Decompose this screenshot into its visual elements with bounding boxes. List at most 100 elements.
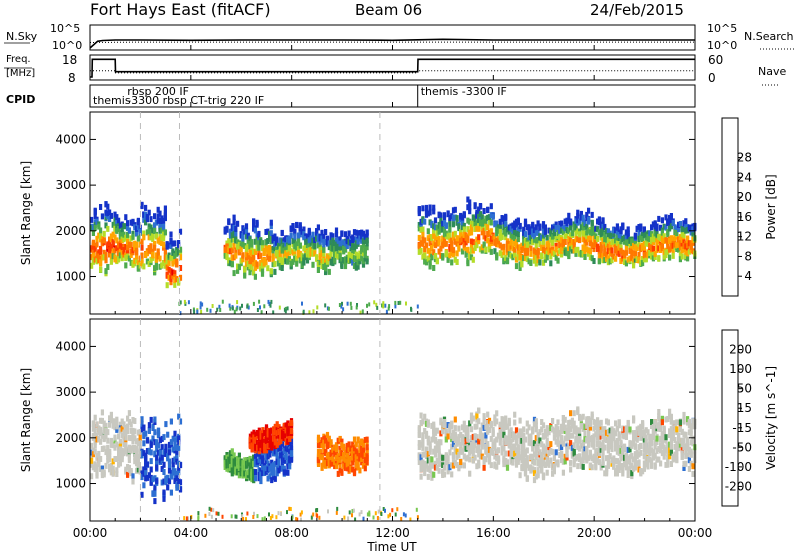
near-range-echo (278, 305, 281, 310)
scatter-cell (540, 234, 544, 241)
scatter-cell (637, 224, 641, 230)
scatter-cell (171, 248, 175, 255)
scatter-cell (111, 470, 115, 477)
scatter-cell (349, 465, 353, 472)
scatter-cell (655, 447, 659, 454)
scatter-cell (227, 257, 231, 264)
scatter-cell (361, 234, 366, 241)
scatter-cell (691, 226, 695, 233)
scatter-cell (484, 246, 488, 253)
scatter-cell (507, 417, 511, 424)
scatter-cell (255, 261, 259, 268)
scatter-cell (417, 426, 421, 433)
scatter-cell (266, 434, 270, 441)
scatter-cell (437, 211, 441, 218)
scatter-cell (576, 463, 580, 470)
scatter-cell (162, 495, 166, 502)
scatter-cell (279, 442, 283, 449)
scatter-cell (131, 445, 135, 451)
scatter-cell (551, 239, 555, 246)
scatter-cell (160, 466, 164, 472)
scatter-cell (435, 427, 439, 434)
scatter-cell (266, 247, 270, 254)
scatter-cell (578, 218, 582, 225)
scatter-cell (572, 420, 576, 427)
scatter-cell (313, 237, 317, 244)
scatter-cell (480, 433, 484, 440)
scatter-cell (164, 443, 168, 450)
scatter-cell (356, 230, 360, 237)
scatter-cell (493, 235, 497, 242)
scatter-cell (291, 225, 295, 232)
scatter-cell (536, 472, 540, 479)
scatter-cell (563, 218, 567, 225)
scatter-cell (601, 229, 605, 236)
scatter-cell (280, 247, 284, 254)
scatter-cell (529, 235, 533, 241)
scatter-cell (666, 229, 670, 236)
scatter-cell (671, 247, 675, 254)
scatter-cell (349, 257, 353, 263)
scatter-cell (264, 454, 268, 461)
scatter-cell (275, 448, 279, 455)
scatter-cell (320, 462, 324, 469)
scatter-cell (129, 427, 133, 434)
scatter-cell (277, 445, 281, 452)
scatter-cell (149, 234, 153, 241)
scatter-cell (289, 225, 293, 232)
scatter-cell (106, 451, 110, 457)
scatter-cell (153, 227, 157, 234)
scatter-cell (569, 224, 573, 231)
scatter-cell (651, 423, 655, 430)
scatter-cell (531, 223, 535, 230)
scatter-cell (153, 488, 157, 495)
scatter-cell (619, 464, 623, 471)
scatter-cell (91, 248, 95, 255)
scatter-cell (498, 234, 502, 241)
scatter-cell (444, 459, 448, 466)
scatter-cell (486, 420, 490, 426)
scatter-cell (619, 257, 623, 264)
scatter-cell (596, 434, 600, 441)
scatter-cell (250, 241, 254, 248)
scatter-cell (532, 470, 537, 477)
scatter-cell (305, 249, 310, 256)
scatter-cell (615, 248, 619, 255)
scatter-cell (581, 236, 585, 243)
scatter-cell (460, 224, 465, 231)
scatter-cell (590, 434, 594, 441)
scatter-cell (151, 251, 155, 258)
scatter-cell (513, 240, 517, 247)
scatter-cell (594, 241, 598, 248)
scatter-cell (558, 225, 562, 232)
scatter-cell (95, 433, 99, 439)
scatter-cell (90, 245, 94, 252)
scatter-cell (324, 459, 328, 466)
scatter-cell (659, 447, 663, 454)
scatter-cell (336, 459, 340, 466)
scatter-cell (131, 230, 135, 237)
scatter-cell (596, 447, 600, 454)
scatter-cell (228, 241, 233, 248)
scatter-cell (574, 455, 578, 462)
scatter-cell (520, 443, 524, 450)
scatter-cell (655, 439, 659, 446)
scatter-cell (588, 248, 592, 255)
scatter-cell (316, 267, 320, 273)
scatter-cell (523, 237, 528, 244)
scatter-cell (453, 230, 457, 237)
scatter-cell (466, 454, 470, 461)
scatter-cell (237, 264, 241, 271)
scatter-cell (126, 471, 130, 478)
scatter-cell (257, 472, 261, 478)
scatter-cell (601, 253, 605, 260)
scatter-cell (610, 426, 614, 433)
scatter-cell (120, 432, 124, 439)
scatter-cell (352, 468, 357, 475)
scatter-cell (671, 426, 675, 433)
near-range-echo (200, 309, 203, 314)
scatter-cell (570, 452, 574, 459)
scatter-cell (531, 230, 535, 236)
scatter-cell (347, 255, 351, 262)
scatter-cell (284, 422, 288, 429)
